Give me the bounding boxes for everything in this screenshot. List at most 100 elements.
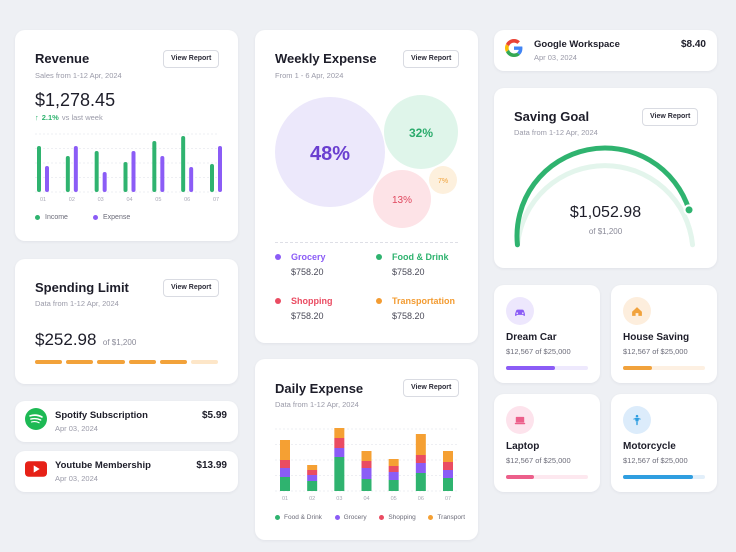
spending-progress: [35, 360, 219, 364]
laptop-icon: [514, 416, 526, 425]
motorcycle-icon: [633, 414, 641, 426]
revenue-bar-income: [65, 156, 70, 192]
weekly-divider: [275, 242, 458, 243]
revenue-bar-expense: [102, 172, 107, 192]
spending-view-report-button[interactable]: View Report: [163, 279, 220, 297]
daily-bar-segment: [307, 470, 318, 475]
x-tick-label: 04: [126, 197, 132, 203]
saving-title: Saving Goal: [514, 109, 590, 124]
saving-goal-card: Saving Goal Data from 1-12 Apr, 2024 Vie…: [494, 88, 717, 268]
legend-income: Income: [35, 214, 68, 221]
daily-bar-segment: [415, 455, 426, 463]
spotify-name: Spotify Subscription: [55, 410, 148, 421]
saving-view-report-button[interactable]: View Report: [642, 108, 699, 126]
revenue-bar-expense: [131, 151, 136, 192]
goal-progress-track: [506, 366, 588, 370]
goal-progress-track: [623, 475, 705, 479]
legend-expense-label: Expense: [103, 214, 131, 221]
daily-bar-segment: [307, 481, 318, 491]
daily-bar-segment: [334, 457, 345, 491]
weekly-item-name: Grocery: [291, 252, 326, 262]
goal-amount: $12,567 of $25,000: [623, 347, 688, 356]
weekly-view-report-button[interactable]: View Report: [403, 50, 460, 68]
goal-card[interactable]: Motorcycle $12,567 of $25,000: [611, 394, 717, 492]
x-tick-label: 05: [155, 197, 161, 203]
daily-bar-segment: [415, 463, 426, 473]
spotify-card[interactable]: Spotify Subscription Apr 03, 2024 $5.99: [15, 401, 238, 442]
daily-bar-segment: [307, 475, 318, 481]
google-workspace-card[interactable]: Google Workspace Apr 03, 2024 $8.40: [494, 30, 717, 71]
weekly-item: Food & Drink $758.20: [376, 252, 449, 277]
daily-legend-item: Transport: [428, 514, 465, 521]
revenue-change-text: vs last week: [61, 113, 103, 122]
revenue-bar-income: [37, 146, 41, 192]
weekly-item: Shopping $758.20: [275, 296, 333, 321]
spotify-icon: [25, 408, 47, 430]
youtube-date: Apr 03, 2024: [55, 474, 98, 483]
gauge-knob[interactable]: [683, 204, 695, 216]
google-icon: [505, 39, 523, 57]
daily-bar-segment: [415, 434, 426, 455]
progress-segment-filled: [35, 360, 63, 364]
revenue-bar-expense: [73, 146, 78, 192]
daily-legend-label: Food & Drink: [284, 514, 322, 521]
bubble-food-label: 32%: [409, 126, 433, 140]
goal-card[interactable]: Laptop $12,567 of $25,000: [494, 394, 600, 492]
revenue-card: Revenue Sales from 1-12 Apr, 2024 View R…: [15, 30, 238, 241]
weekly-item-header: Grocery: [275, 252, 326, 262]
daily-view-report-button[interactable]: View Report: [403, 379, 460, 397]
daily-bar-segment: [443, 478, 453, 491]
revenue-bar-expense: [45, 166, 49, 192]
weekly-subtitle: From 1 - 6 Apr, 2024: [275, 71, 344, 80]
revenue-subtitle: Sales from 1-12 Apr, 2024: [35, 71, 122, 80]
gauge-track: [514, 163, 696, 248]
category-dot: [376, 254, 382, 260]
weekly-item-name: Food & Drink: [392, 252, 449, 262]
goal-progress-fill: [506, 475, 534, 479]
revenue-bar-income: [210, 164, 214, 192]
goal-card[interactable]: House Saving $12,567 of $25,000: [611, 285, 717, 383]
goal-name: House Saving: [623, 332, 690, 343]
daily-bar-segment: [415, 473, 426, 491]
revenue-view-report-button[interactable]: View Report: [163, 50, 220, 68]
revenue-amount: $1,278.45: [35, 90, 116, 110]
goal-card[interactable]: Dream Car $12,567 of $25,000: [494, 285, 600, 383]
weekly-title: Weekly Expense: [275, 51, 377, 66]
spending-subtitle: Data from 1-12 Apr, 2024: [35, 299, 119, 308]
youtube-amount: $13.99: [196, 460, 227, 471]
daily-bar-segment: [280, 477, 290, 491]
daily-bar-segment: [388, 472, 399, 480]
google-date: Apr 03, 2024: [534, 53, 577, 62]
weekly-item-name: Transportation: [392, 296, 456, 306]
x-tick-label: 03: [336, 496, 342, 502]
goal-icon-wrap: [506, 406, 534, 434]
daily-bar-segment: [361, 451, 372, 461]
daily-expense-card: Daily Expense Data from 1-12 Apr, 2024 V…: [255, 359, 478, 540]
revenue-bar-income: [181, 136, 186, 192]
progress-segment-filled: [66, 360, 94, 364]
youtube-card[interactable]: Youtube Membership Apr 03, 2024 $13.99: [15, 451, 238, 492]
goal-name: Laptop: [506, 441, 540, 452]
goal-progress-fill: [623, 475, 693, 479]
google-amount: $8.40: [680, 39, 706, 50]
goal-progress-fill: [623, 366, 652, 370]
daily-bar-segment: [280, 460, 290, 468]
spending-limit-card: Spending Limit Data from 1-12 Apr, 2024 …: [15, 259, 238, 384]
revenue-change: ↑ 2.1% vs last week: [35, 113, 103, 122]
x-tick-label: 06: [184, 197, 190, 203]
daily-legend-label: Grocery: [343, 514, 367, 521]
google-name: Google Workspace: [534, 39, 620, 50]
daily-chart: 01 02 03 04 05 06 07: [275, 428, 458, 502]
x-tick-label: 07: [445, 496, 451, 502]
daily-bar-segment: [361, 461, 372, 468]
category-dot: [275, 254, 281, 260]
weekly-item: Transportation $758.20: [376, 296, 455, 321]
goal-icon-wrap: [506, 297, 534, 325]
legend-dot: [428, 515, 434, 520]
revenue-chart: 01 02 03 04 05 06 07: [35, 133, 222, 203]
house-icon: [632, 307, 642, 316]
bubble-food: [384, 95, 458, 169]
revenue-bar-income: [152, 141, 157, 192]
weekly-item-header: Shopping: [275, 296, 333, 306]
weekly-item: Grocery $758.20: [275, 252, 326, 277]
